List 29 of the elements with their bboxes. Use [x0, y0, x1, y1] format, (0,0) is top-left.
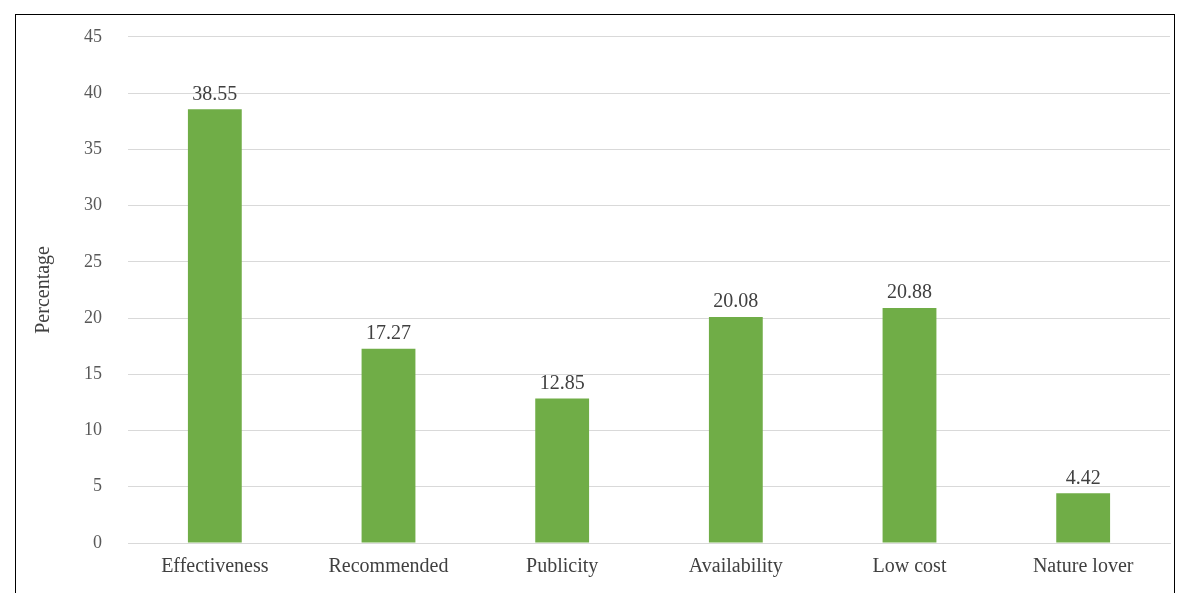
y-tick-label: 10 [84, 419, 102, 440]
data-label: 38.55 [192, 81, 238, 104]
x-tick-label: Nature lover [1032, 554, 1134, 577]
bar [361, 348, 416, 543]
bar [882, 308, 937, 543]
y-tick-label: 15 [84, 363, 102, 383]
bar [708, 317, 763, 543]
y-tick-label: 35 [84, 138, 102, 159]
y-tick-label: 45 [84, 25, 102, 46]
data-label: 20.08 [713, 289, 759, 312]
y-tick-label: 25 [84, 250, 102, 271]
data-label: 12.85 [539, 370, 585, 393]
bar [187, 109, 242, 543]
y-tick-label: 30 [84, 194, 102, 215]
data-label: 20.88 [887, 280, 932, 303]
x-tick-label: Recommended [328, 554, 449, 577]
x-tick-label: Availability [688, 554, 783, 578]
x-tick-label: Low cost [872, 554, 947, 577]
y-tick-label: 20 [84, 306, 102, 327]
data-label: 17.27 [366, 320, 411, 343]
bar [1056, 493, 1111, 543]
y-tick-label: 40 [84, 81, 102, 102]
x-tick-label: Publicity [526, 554, 599, 578]
x-tick-label: Effectiveness [161, 554, 269, 577]
data-label: 4.42 [1065, 465, 1101, 488]
y-axis-title: Percentage [31, 245, 55, 334]
bar [535, 398, 590, 543]
y-tick-label: 5 [93, 475, 102, 496]
y-tick-label: 0 [93, 531, 102, 552]
